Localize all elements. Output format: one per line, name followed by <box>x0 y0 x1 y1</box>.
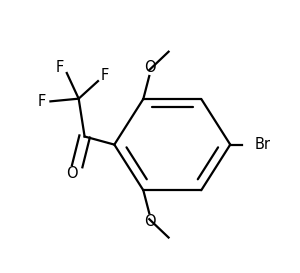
Text: F: F <box>38 94 46 109</box>
Text: O: O <box>66 166 78 181</box>
Text: O: O <box>144 214 155 229</box>
Text: O: O <box>144 60 155 75</box>
Text: F: F <box>100 68 109 83</box>
Text: Br: Br <box>255 137 271 152</box>
Text: F: F <box>56 60 64 75</box>
